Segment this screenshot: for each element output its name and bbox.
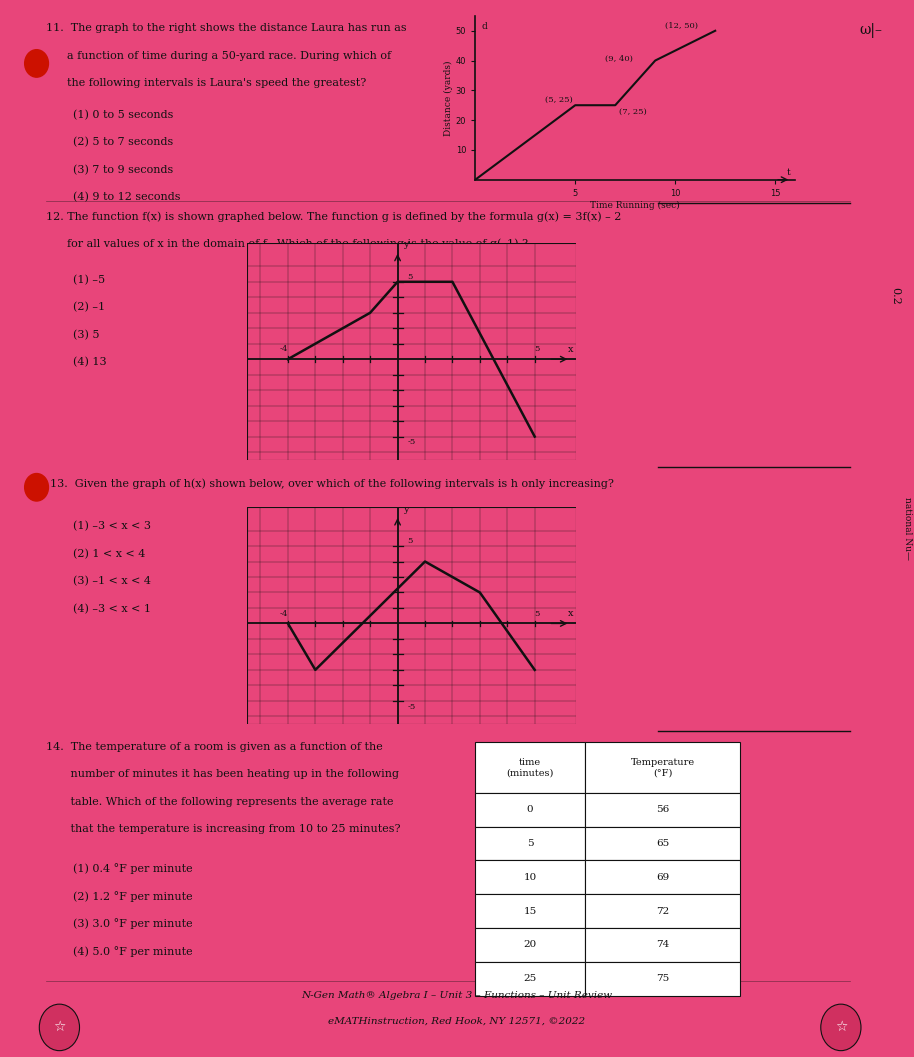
Text: (9, 40): (9, 40) bbox=[605, 55, 633, 62]
Text: 69: 69 bbox=[656, 873, 669, 882]
Circle shape bbox=[39, 1004, 80, 1051]
FancyBboxPatch shape bbox=[475, 827, 585, 860]
Text: 25: 25 bbox=[524, 975, 537, 983]
Text: ☆: ☆ bbox=[834, 1020, 847, 1035]
Text: ☆: ☆ bbox=[53, 1020, 66, 1035]
Circle shape bbox=[821, 1004, 861, 1051]
Text: (4) 5.0 °F per minute: (4) 5.0 °F per minute bbox=[73, 946, 193, 957]
Text: (1) –5: (1) –5 bbox=[73, 275, 105, 285]
Text: 13.  Given the graph of h(x) shown below, over which of the following intervals : 13. Given the graph of h(x) shown below,… bbox=[50, 479, 614, 489]
Text: (3) –1 < x < 4: (3) –1 < x < 4 bbox=[73, 576, 151, 587]
Text: y: y bbox=[403, 240, 409, 249]
Text: (3) 5: (3) 5 bbox=[73, 330, 100, 340]
Text: (1) –3 < x < 3: (1) –3 < x < 3 bbox=[73, 521, 151, 532]
Text: 5: 5 bbox=[408, 537, 412, 545]
Text: the following intervals is Laura's speed the greatest?: the following intervals is Laura's speed… bbox=[46, 78, 366, 88]
FancyBboxPatch shape bbox=[585, 928, 740, 962]
FancyBboxPatch shape bbox=[475, 793, 585, 827]
Text: (1) 0 to 5 seconds: (1) 0 to 5 seconds bbox=[73, 110, 174, 120]
Text: 20: 20 bbox=[524, 941, 537, 949]
Text: 5: 5 bbox=[535, 610, 540, 617]
Text: y: y bbox=[403, 504, 409, 514]
Text: -4: -4 bbox=[280, 346, 288, 353]
Text: x: x bbox=[568, 345, 573, 354]
Text: 56: 56 bbox=[656, 805, 669, 814]
Circle shape bbox=[25, 50, 48, 77]
Text: 5: 5 bbox=[408, 273, 412, 281]
Text: -5: -5 bbox=[408, 439, 416, 446]
FancyBboxPatch shape bbox=[585, 962, 740, 996]
FancyBboxPatch shape bbox=[475, 742, 585, 793]
Text: 11.  The graph to the right shows the distance Laura has run as: 11. The graph to the right shows the dis… bbox=[46, 23, 407, 33]
Text: (7, 25): (7, 25) bbox=[620, 108, 647, 116]
Text: (4) 13: (4) 13 bbox=[73, 357, 107, 368]
Text: 12. The function f(x) is shown graphed below. The function g is defined by the f: 12. The function f(x) is shown graphed b… bbox=[46, 211, 622, 222]
Text: t: t bbox=[787, 168, 791, 177]
Text: -4: -4 bbox=[280, 610, 288, 617]
Text: (2) 1.2 °F per minute: (2) 1.2 °F per minute bbox=[73, 891, 193, 902]
FancyBboxPatch shape bbox=[585, 827, 740, 860]
Text: 0.2: 0.2 bbox=[891, 288, 900, 304]
Text: 75: 75 bbox=[656, 975, 669, 983]
FancyBboxPatch shape bbox=[475, 894, 585, 928]
Text: x: x bbox=[568, 609, 573, 618]
FancyBboxPatch shape bbox=[585, 860, 740, 894]
Text: eMATHinstruction, Red Hook, NY 12571, ©2022: eMATHinstruction, Red Hook, NY 12571, ©2… bbox=[328, 1017, 586, 1026]
Text: d: d bbox=[482, 22, 487, 31]
Text: 5: 5 bbox=[526, 839, 534, 848]
Text: 15: 15 bbox=[524, 907, 537, 915]
Circle shape bbox=[25, 474, 48, 501]
Text: number of minutes it has been heating up in the following: number of minutes it has been heating up… bbox=[46, 769, 399, 779]
Text: ω|–: ω|– bbox=[859, 23, 882, 38]
Text: (4) 9 to 12 seconds: (4) 9 to 12 seconds bbox=[73, 192, 181, 203]
Text: 72: 72 bbox=[656, 907, 669, 915]
Text: a function of time during a 50-yard race. During which of: a function of time during a 50-yard race… bbox=[46, 51, 391, 60]
Text: table. Which of the following represents the average rate: table. Which of the following represents… bbox=[46, 797, 393, 806]
Text: for all values of x in the domain of f.  Which of the following is the value of : for all values of x in the domain of f. … bbox=[46, 239, 527, 249]
Text: national Nu—: national Nu— bbox=[903, 497, 912, 560]
Text: (4) –3 < x < 1: (4) –3 < x < 1 bbox=[73, 604, 151, 614]
FancyBboxPatch shape bbox=[585, 793, 740, 827]
Text: 74: 74 bbox=[656, 941, 669, 949]
Text: (2) 1 < x < 4: (2) 1 < x < 4 bbox=[73, 549, 145, 559]
Text: (3) 3.0 °F per minute: (3) 3.0 °F per minute bbox=[73, 919, 193, 929]
Text: 0: 0 bbox=[526, 805, 534, 814]
Text: time
(minutes): time (minutes) bbox=[506, 758, 554, 777]
FancyBboxPatch shape bbox=[475, 962, 585, 996]
FancyBboxPatch shape bbox=[475, 928, 585, 962]
Text: (5, 25): (5, 25) bbox=[546, 96, 573, 105]
Text: (2) –1: (2) –1 bbox=[73, 302, 105, 313]
Text: Temperature
(°F): Temperature (°F) bbox=[631, 758, 695, 777]
Text: (1) 0.4 °F per minute: (1) 0.4 °F per minute bbox=[73, 864, 193, 874]
Text: 10: 10 bbox=[524, 873, 537, 882]
FancyBboxPatch shape bbox=[585, 894, 740, 928]
FancyBboxPatch shape bbox=[475, 860, 585, 894]
Text: -5: -5 bbox=[408, 703, 416, 710]
Text: N-Gen Math® Algebra I – Unit 3 – Functions – Unit Review: N-Gen Math® Algebra I – Unit 3 – Functio… bbox=[302, 991, 612, 1001]
Y-axis label: Distance (yards): Distance (yards) bbox=[443, 60, 452, 135]
Text: 65: 65 bbox=[656, 839, 669, 848]
Text: that the temperature is increasing from 10 to 25 minutes?: that the temperature is increasing from … bbox=[46, 824, 400, 834]
Text: 14.  The temperature of a room is given as a function of the: 14. The temperature of a room is given a… bbox=[46, 742, 382, 752]
FancyBboxPatch shape bbox=[585, 742, 740, 793]
Text: (2) 5 to 7 seconds: (2) 5 to 7 seconds bbox=[73, 137, 174, 148]
Text: 5: 5 bbox=[535, 346, 540, 353]
Text: (12, 50): (12, 50) bbox=[665, 22, 698, 30]
X-axis label: Time Running (sec): Time Running (sec) bbox=[590, 201, 680, 209]
Text: (3) 7 to 9 seconds: (3) 7 to 9 seconds bbox=[73, 165, 174, 175]
